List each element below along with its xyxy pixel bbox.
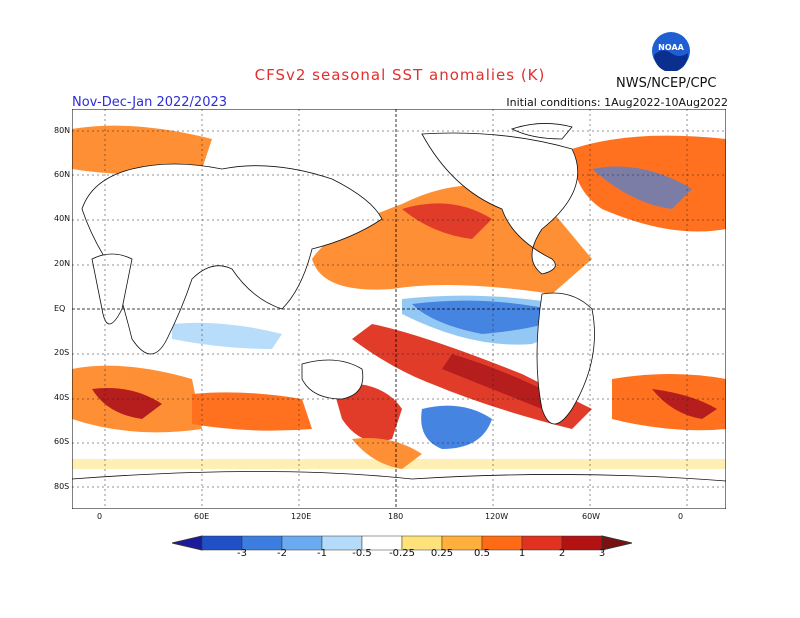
colorbar-max-arrow [601, 535, 632, 551]
map-title: CFSv2 seasonal SST anomalies (K) [254, 66, 546, 84]
lat-label: 60N [54, 170, 71, 179]
lat-label: 20N [54, 259, 71, 268]
colorbar-tick-label: -3 [237, 548, 247, 559]
colorbar-tick-label: -1 [317, 548, 327, 559]
colorbar [172, 535, 632, 551]
colorbar-box [241, 535, 283, 551]
colorbar-box [201, 535, 243, 551]
noaa-logo-icon: NOAA [652, 32, 690, 71]
logo-text: NOAA [658, 43, 684, 52]
lon-label: 0 [97, 512, 103, 521]
colorbar-tick-label: -0.5 [352, 548, 372, 559]
lat-label: EQ [54, 304, 66, 313]
lat-label: 40S [54, 393, 70, 402]
colorbar-tick-label: -2 [277, 548, 287, 559]
lon-label: 180 [388, 512, 404, 521]
lat-label: 60S [54, 437, 70, 446]
graticule [72, 109, 726, 509]
colorbar-tick-label: 3 [598, 548, 606, 559]
lat-label: 80N [54, 126, 71, 135]
lon-label: 120E [291, 512, 312, 521]
agency-label: NWS/NCEP/CPC [616, 76, 717, 91]
lat-label: 80S [54, 482, 70, 491]
equator-and-dateline [72, 109, 726, 509]
colorbar-tick-label: 1 [518, 548, 526, 559]
lon-label: 0 [678, 512, 684, 521]
colorbar-box [281, 535, 323, 551]
colorbar-min-arrow [172, 535, 203, 551]
sst-anomaly-map [72, 109, 726, 509]
colorbar-tick-label: 0.25 [430, 548, 454, 559]
lon-label: 120W [485, 512, 509, 521]
lat-label: 40N [54, 214, 71, 223]
coastlines [72, 123, 726, 509]
colorbar-tick-label: 2 [558, 548, 566, 559]
initial-conditions: Initial conditions: 1Aug2022-10Aug2022 [506, 96, 728, 109]
season-label: Nov-Dec-Jan 2022/2023 [72, 95, 228, 110]
colorbar-tick-label: -0.25 [389, 548, 415, 559]
colorbar-tick-label: 0.5 [474, 548, 490, 559]
lat-label: 20S [54, 348, 70, 357]
colorbar-box [561, 535, 603, 551]
colorbar-box [521, 535, 563, 551]
lon-label: 60W [582, 512, 601, 521]
lon-label: 60E [194, 512, 210, 521]
